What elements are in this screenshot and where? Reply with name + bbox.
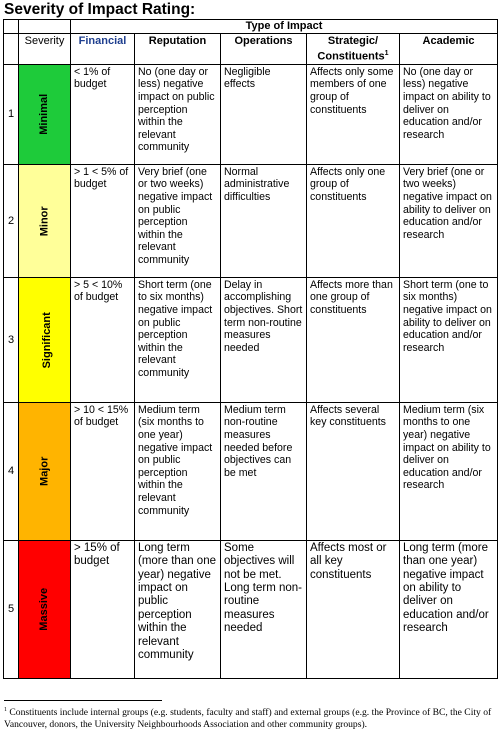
severity-label: Significant xyxy=(40,311,53,368)
row-number: 3 xyxy=(3,276,19,403)
reputation-cell: Short term (one to six months) negative … xyxy=(134,276,221,403)
financial-cell: > 10 < 15% of budget xyxy=(70,401,135,541)
footnote-ref: 1 xyxy=(384,49,389,57)
severity-cell: Minimal xyxy=(18,63,71,165)
table-row: 4 Major > 10 < 15% of budget Medium term… xyxy=(3,401,499,541)
financial-header: Financial xyxy=(70,33,135,65)
operations-cell: Delay in accomplishing objectives. Short… xyxy=(220,276,307,403)
severity-label: Major xyxy=(38,456,51,487)
operations-cell: Negligible effects xyxy=(220,63,307,165)
severity-label: Minimal xyxy=(38,93,51,135)
severity-cell: Major xyxy=(18,401,71,541)
severity-label: Minor xyxy=(38,205,51,236)
strategic-header-label: Strategic/ Constituents xyxy=(317,35,385,63)
operations-header: Operations xyxy=(220,33,307,65)
financial-cell: > 1 < 5% of budget xyxy=(70,163,135,278)
corner-cell xyxy=(18,19,71,34)
operations-cell: Medium term non-routine measures needed … xyxy=(220,401,307,541)
financial-cell: > 5 < 10% of budget xyxy=(70,276,135,403)
severity-impact-table: Type of Impact Severity Financial Reputa… xyxy=(3,19,499,679)
reputation-cell: Long term (more than one year) negative … xyxy=(134,539,221,679)
table-row: 3 Significant > 5 < 10% of budget Short … xyxy=(3,276,499,403)
strategic-cell: Affects most or all key constituents xyxy=(306,539,400,679)
row-number: 1 xyxy=(3,63,19,165)
num-header-cell xyxy=(3,33,19,65)
reputation-cell: Medium term (six months to one year) neg… xyxy=(134,401,221,541)
strategic-cell: Affects only one group of constituents xyxy=(306,163,400,278)
academic-header: Academic xyxy=(398,33,499,65)
academic-cell: No (one day or less) negative impact on … xyxy=(398,63,499,165)
row-number: 2 xyxy=(3,163,19,278)
operations-cell: Some objectives will not be met. Long te… xyxy=(220,539,307,679)
reputation-cell: Very brief (one or two weeks) negative i… xyxy=(134,163,221,278)
operations-cell: Normal administrative difficulties xyxy=(220,163,307,278)
reputation-header: Reputation xyxy=(134,33,221,65)
financial-cell: < 1% of budget xyxy=(70,63,135,165)
severity-cell: Significant xyxy=(18,276,71,403)
strategic-header: Strategic/ Constituents1 xyxy=(306,33,400,65)
academic-cell: Medium term (six months to one year) neg… xyxy=(398,401,499,541)
row-number: 5 xyxy=(3,539,19,679)
footnote-text: Constituents include internal groups (e.… xyxy=(4,707,492,731)
corner-cell xyxy=(3,19,19,34)
strategic-cell: Affects more than one group of constitue… xyxy=(306,276,400,403)
table-row: 5 Massive > 15% of budget Long term (mor… xyxy=(3,539,499,679)
strategic-cell: Affects several key constituents xyxy=(306,401,400,541)
severity-label: Massive xyxy=(38,587,51,631)
footnote: 1 Constituents include internal groups (… xyxy=(4,704,498,731)
table-row: 1 Minimal < 1% of budget No (one day or … xyxy=(3,63,499,165)
severity-header: Severity xyxy=(18,33,71,65)
table-row: 2 Minor > 1 < 5% of budget Very brief (o… xyxy=(3,163,499,278)
academic-cell: Long term (more than one year) negative … xyxy=(398,539,499,679)
academic-cell: Short term (one to six months) negative … xyxy=(398,276,499,403)
row-number: 4 xyxy=(3,401,19,541)
academic-cell: Very brief (one or two weeks) negative i… xyxy=(398,163,499,278)
footnote-marker: 1 xyxy=(4,707,7,713)
document-title: Severity of Impact Rating: xyxy=(4,1,196,18)
strategic-cell: Affects only some members of one group o… xyxy=(306,63,400,165)
financial-cell: > 15% of budget xyxy=(70,539,135,679)
severity-cell: Minor xyxy=(18,163,71,278)
footnote-divider xyxy=(4,700,162,701)
reputation-cell: No (one day or less) negative impact on … xyxy=(134,63,221,165)
type-of-impact-header: Type of Impact xyxy=(69,19,499,34)
severity-cell: Massive xyxy=(18,539,71,679)
